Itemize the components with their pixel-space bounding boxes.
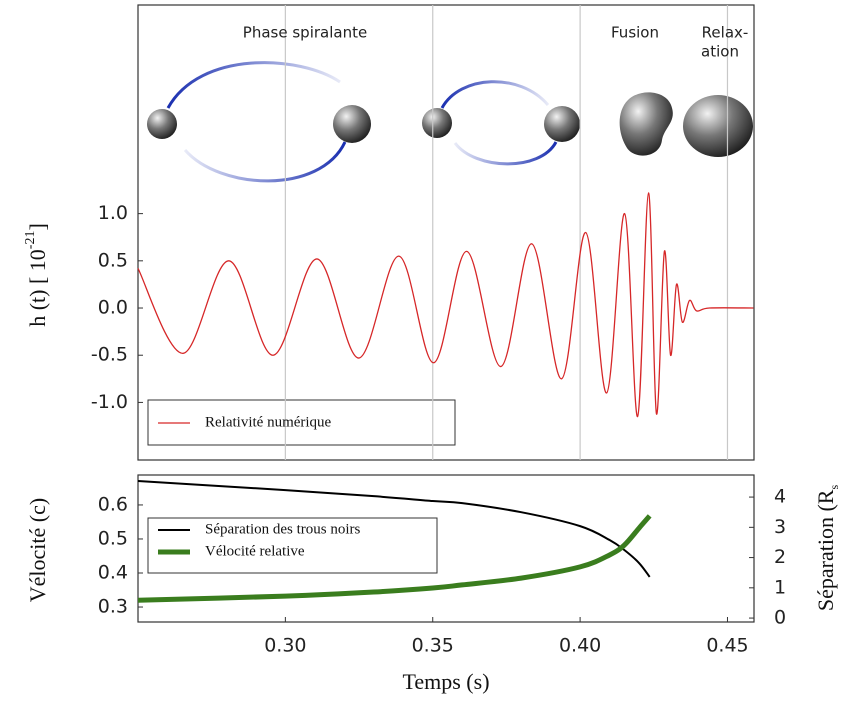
x-tick-label: 0.40 <box>559 635 601 657</box>
orbit-arc <box>440 80 550 109</box>
y-axis-label-end: ] <box>25 223 50 230</box>
y2-tick-label: 3 <box>774 516 786 538</box>
orbit-arc <box>183 141 347 183</box>
annotation: Relax- <box>702 24 749 42</box>
y2-tick-label: 0 <box>774 607 786 629</box>
y-axis-label-text: Vélocité (c) <box>25 498 50 602</box>
y-axis-label-sup: -21 <box>23 231 38 250</box>
y-tick-label: 1.0 <box>98 202 128 224</box>
y2-tick-label: 1 <box>774 576 786 598</box>
illustration <box>147 61 753 183</box>
y-tick-label: 0.5 <box>98 249 128 271</box>
orbit-arc <box>166 61 341 109</box>
annotation: Phase spiralante <box>243 24 367 42</box>
y-axis-label: h (t) [ 10-21] <box>23 223 50 327</box>
data-line <box>137 480 651 578</box>
bottom-frame <box>137 474 755 623</box>
legend-label: Vélocité relative <box>205 543 305 559</box>
y-tick-label: 0.6 <box>98 493 128 515</box>
y-tick-label: 0.5 <box>98 527 128 549</box>
x-axis-label: Temps (s) <box>402 669 489 694</box>
black-hole <box>422 108 452 138</box>
legend-box <box>147 399 456 446</box>
y2-axis-label: Séparation (Rs <box>813 485 841 612</box>
legend-label: Relativité numérique <box>205 414 332 430</box>
y-tick-label: 0.4 <box>98 562 128 584</box>
data-line <box>137 514 652 603</box>
y-axis-label-text: h (t) [ 10 <box>25 249 50 327</box>
black-hole <box>333 105 371 143</box>
y-tick-label: 0.0 <box>98 297 128 319</box>
legend-label: Séparation des trous noirs <box>205 521 361 537</box>
data-line <box>137 192 754 418</box>
y-tick-label: -1.0 <box>91 391 128 413</box>
annotation: Fusion <box>611 24 659 42</box>
annotation: ation <box>701 43 739 61</box>
y2-axis-label-text: Séparation (R <box>813 489 838 611</box>
y2-tick-label: 4 <box>774 486 786 508</box>
top-frame <box>137 4 755 461</box>
x-tick-label: 0.35 <box>412 635 454 657</box>
x-tick-label: 0.30 <box>264 635 306 657</box>
black-hole <box>544 106 580 142</box>
merging-hole <box>619 92 673 156</box>
final-hole <box>683 95 753 157</box>
y-axis-label: Vélocité (c) <box>25 498 50 602</box>
x-tick-label: 0.45 <box>706 635 748 657</box>
legend-box <box>147 517 438 574</box>
y-tick-label: 0.3 <box>98 596 128 618</box>
black-hole <box>147 109 177 139</box>
y-tick-label: -0.5 <box>91 344 128 366</box>
y2-tick-label: 2 <box>774 546 786 568</box>
orbit-arc <box>453 141 558 166</box>
y2-axis-label-sub: s <box>827 485 841 490</box>
